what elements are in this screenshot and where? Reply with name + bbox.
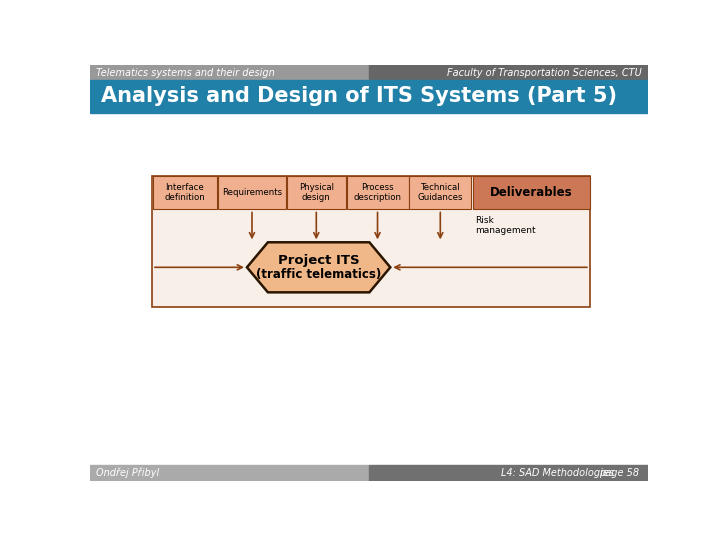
- Text: Faculty of Transportation Sciences, CTU: Faculty of Transportation Sciences, CTU: [447, 68, 642, 78]
- Bar: [409, 177, 472, 209]
- Bar: [473, 177, 590, 209]
- Bar: [369, 65, 648, 80]
- Text: Risk
management: Risk management: [475, 216, 536, 235]
- Text: Technical
Guidances: Technical Guidances: [418, 183, 463, 202]
- Text: Telematics systems and their design: Telematics systems and their design: [96, 68, 275, 78]
- Text: Deliverables: Deliverables: [490, 186, 572, 199]
- Bar: [369, 465, 648, 481]
- Text: Interface
definition: Interface definition: [165, 183, 205, 202]
- Text: Analysis and Design of ITS Systems (Part 5): Analysis and Design of ITS Systems (Part…: [101, 86, 617, 106]
- Text: (traffic telematics): (traffic telematics): [256, 268, 382, 281]
- Text: Requirements: Requirements: [222, 188, 282, 197]
- Bar: [90, 465, 369, 481]
- Bar: [152, 177, 590, 307]
- Polygon shape: [247, 242, 390, 292]
- Bar: [218, 177, 286, 209]
- Bar: [287, 177, 346, 209]
- Text: page 58: page 58: [598, 468, 639, 478]
- Bar: [90, 65, 369, 80]
- Text: Project ITS: Project ITS: [278, 254, 359, 267]
- Text: L4: SAD Methodologies: L4: SAD Methodologies: [500, 468, 613, 478]
- Bar: [153, 177, 217, 209]
- Text: Ondřej Přibyl: Ondřej Přibyl: [96, 468, 159, 478]
- Bar: [90, 80, 648, 112]
- Text: Physical
design: Physical design: [299, 183, 334, 202]
- Bar: [346, 177, 408, 209]
- Text: Process
description: Process description: [354, 183, 402, 202]
